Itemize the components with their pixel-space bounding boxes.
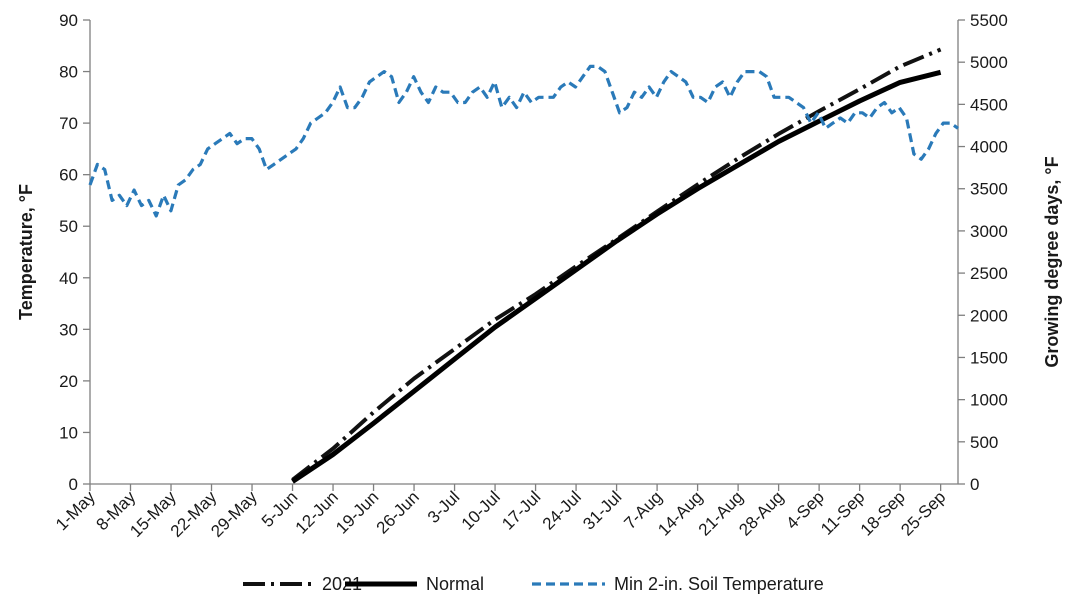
x-tick-label: 31-Jul: [579, 487, 625, 533]
y-left-tick-label: 0: [69, 475, 78, 494]
legend-label-soil-temperature: Min 2-in. Soil Temperature: [614, 574, 824, 594]
y-right-tick-label: 1500: [970, 348, 1008, 367]
y-right-tick-label: 4000: [970, 138, 1008, 157]
x-tick-label: 28-Aug: [735, 487, 787, 539]
legend-item-soil-temperature: Min 2-in. Soil Temperature: [532, 574, 824, 594]
legend: 2021 Normal Min 2-in. Soil Temperature: [243, 574, 824, 594]
x-tick-label: 18-Sep: [857, 487, 909, 539]
legend-item-2021: 2021: [243, 574, 362, 594]
y-axis-right-title: Growing degree days, °F: [1042, 156, 1062, 367]
x-tick-label: 12-Jun: [292, 487, 342, 537]
y-right-tick-label: 5000: [970, 53, 1008, 72]
y-right-tick-label: 2000: [970, 306, 1008, 325]
y-left-tick-label: 30: [59, 320, 78, 339]
y-right-tick-label: 5500: [970, 11, 1008, 30]
legend-label-normal: Normal: [426, 574, 484, 594]
y-axis-left-title: Temperature, °F: [16, 184, 36, 320]
legend-item-normal: Normal: [345, 574, 484, 594]
x-tick-label: 1-May: [52, 487, 99, 534]
y-right-tick-label: 0: [970, 475, 979, 494]
x-tick-label: 17-Jul: [498, 487, 544, 533]
x-tick-label: 24-Jul: [539, 487, 585, 533]
y-right-tick-label: 3000: [970, 222, 1008, 241]
y-left-tick-label: 60: [59, 166, 78, 185]
y-left-tick-label: 90: [59, 11, 78, 30]
series-layer: [88, 47, 959, 484]
legend-label-2021: 2021: [322, 574, 362, 594]
axes-layer: 0 10 20 30 40 50 60 70 80 90 0 500 1000 1500 2000 2500 3…: [52, 11, 1008, 541]
y-left-tick-label: 10: [59, 423, 78, 442]
y-left-tick-label: 20: [59, 372, 78, 391]
y-left-tick-label: 70: [59, 114, 78, 133]
y-left-tick-label: 40: [59, 269, 78, 288]
labels-layer: Temperature, °F Growing degree days, °F: [16, 156, 1062, 367]
series-line-1: [291, 69, 942, 484]
x-tick-label: 29-May: [207, 487, 261, 541]
x-tick-label: 19-Jun: [332, 487, 382, 537]
series-line-0: [291, 47, 942, 482]
y-right-tick-label: 3500: [970, 180, 1008, 199]
y-right-tick-label: 500: [970, 433, 998, 452]
y-right-tick-label: 1000: [970, 391, 1008, 410]
y-right-tick-label: 4500: [970, 95, 1008, 114]
y-right-tick-label: 2500: [970, 264, 1008, 283]
x-tick-label: 26-Jun: [373, 487, 423, 537]
x-tick-label: 10-Jul: [458, 487, 504, 533]
x-tick-label: 14-Aug: [654, 487, 706, 539]
y-left-tick-label: 50: [59, 217, 78, 236]
y-left-tick-label: 80: [59, 63, 78, 82]
series-line-2: [88, 64, 959, 218]
x-tick-label: 25-Sep: [897, 487, 949, 539]
x-tick-label: 21-Aug: [695, 487, 747, 539]
